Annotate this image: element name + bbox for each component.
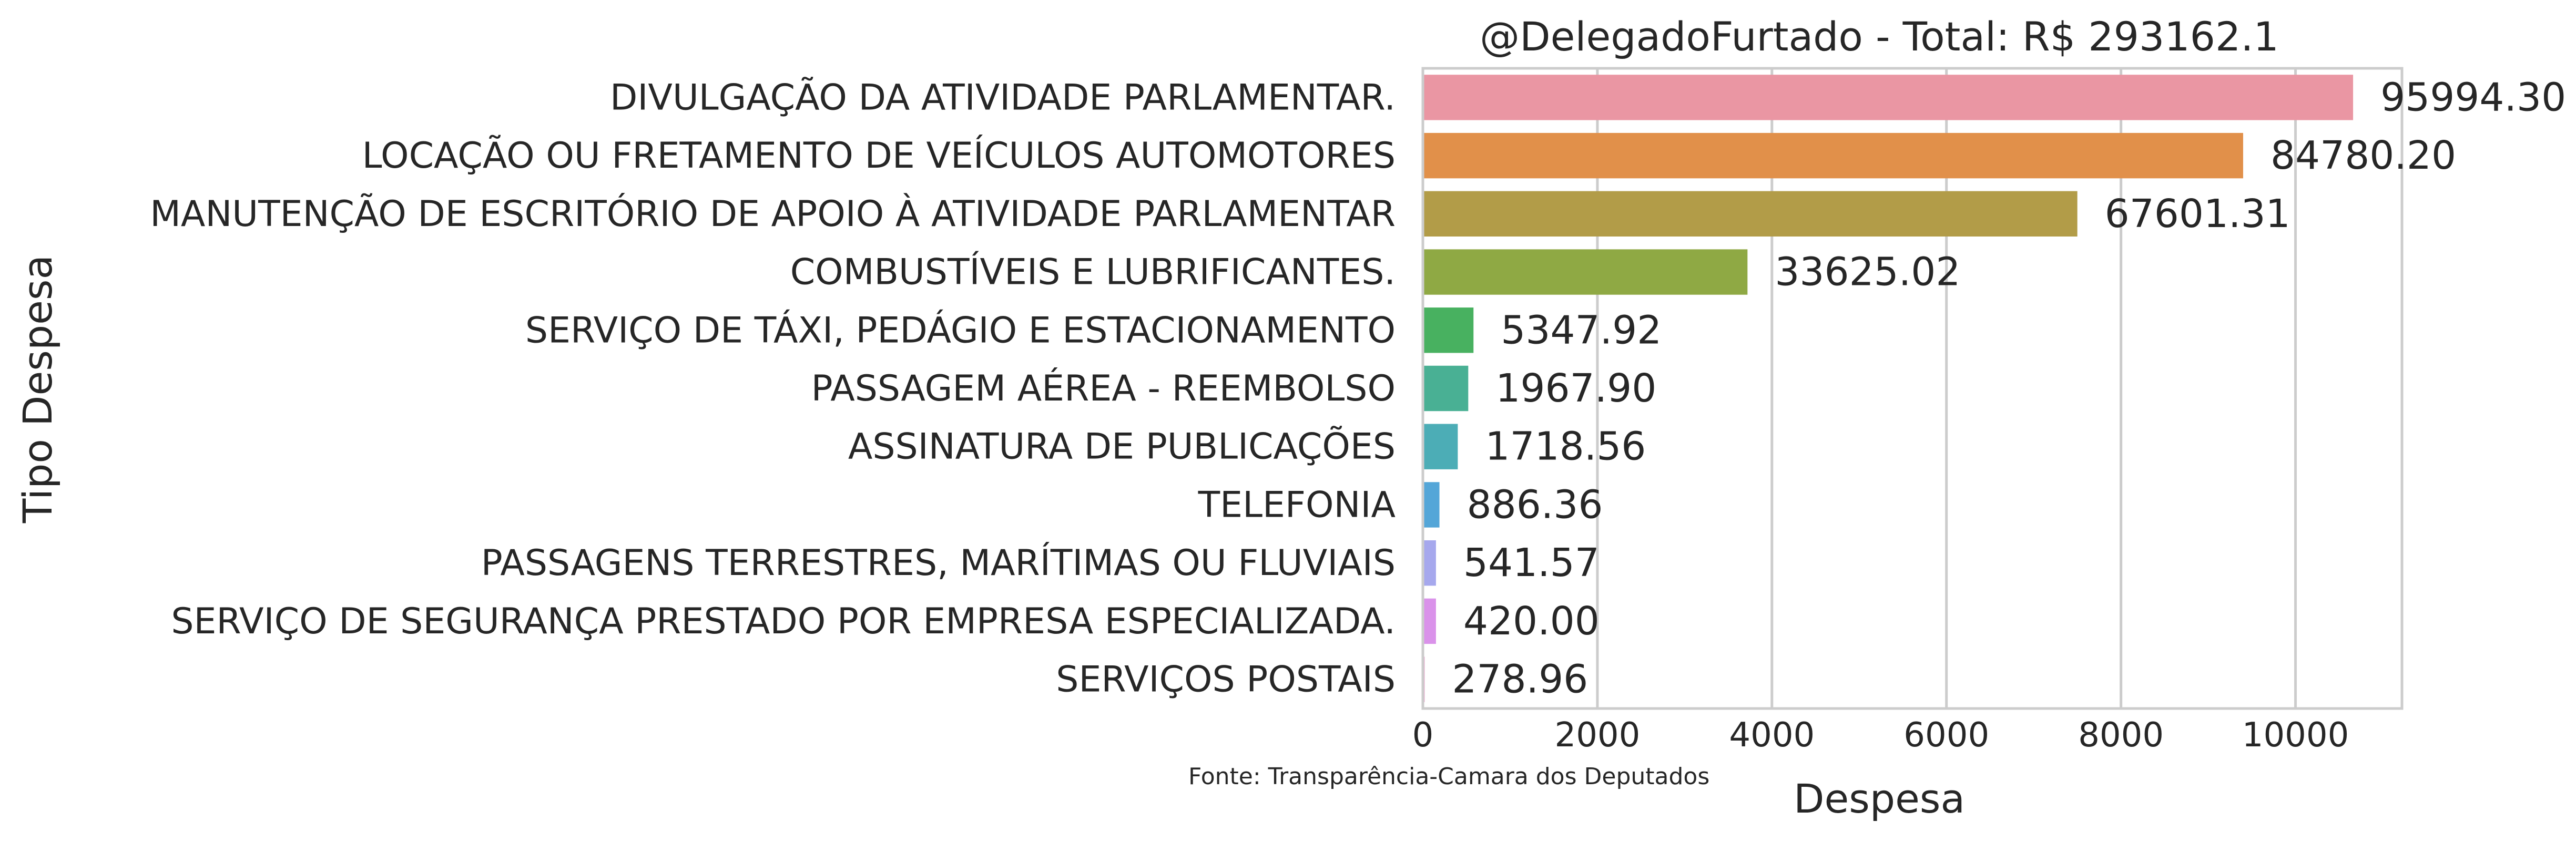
x-tick-label: 6000 — [1903, 716, 1989, 755]
data-label: 95994.30 — [2380, 75, 2566, 120]
data-label: 1718.56 — [1485, 424, 1646, 469]
x-tick-label: 2000 — [1554, 716, 1640, 755]
category-label: ASSINATURA DE PUBLICAÇÕES — [848, 426, 1396, 468]
x-tick-labels: 0 2000 4000 6000 8000 10000 — [1412, 716, 2349, 755]
data-label: 5347.92 — [1501, 307, 1662, 353]
data-label: 886.36 — [1467, 482, 1603, 527]
category-label: SERVIÇO DE TÁXI, PEDÁGIO E ESTACIONAMENT… — [525, 309, 1396, 351]
plot-frame — [1421, 67, 2404, 710]
x-tick-label: 0 — [1412, 716, 1434, 755]
category-label: PASSAGENS TERRESTRES, MARÍTIMAS OU FLUVI… — [481, 542, 1396, 584]
source-note: Fonte: Transparência-Camara dos Deputado… — [1188, 763, 1709, 790]
bar — [1423, 540, 1436, 586]
bars — [1423, 75, 2354, 702]
category-label: COMBUSTÍVEIS E LUBRIFICANTES. — [790, 251, 1396, 293]
x-tick-label: 10000 — [2242, 716, 2349, 755]
y-axis-label: Tipo Despesa — [14, 255, 61, 523]
bar — [1423, 307, 1474, 353]
category-label: LOCAÇÃO OU FRETAMENTO DE VEÍCULOS AUTOMO… — [362, 135, 1396, 177]
x-axis-label: Despesa — [1794, 775, 1965, 822]
data-label: 1967.90 — [1495, 366, 1656, 411]
bar — [1423, 365, 1469, 412]
bar — [1423, 132, 2243, 179]
category-labels: DIVULGAÇÃO DA ATIVIDADE PARLAMENTAR. LOCA… — [150, 76, 1396, 700]
value-labels: 95994.30 84780.20 67601.31 33625.02 5347.92 1… — [1452, 75, 2566, 702]
data-label: 84780.20 — [2270, 133, 2456, 178]
category-label: DIVULGAÇÃO DA ATIVIDADE PARLAMENTAR. — [610, 76, 1396, 118]
category-label: SERVIÇO DE SEGURANÇA PRESTADO POR EMPRES… — [171, 601, 1396, 642]
data-label: 67601.31 — [2105, 191, 2290, 237]
bar — [1423, 598, 1436, 644]
bar — [1423, 482, 1440, 528]
bar — [1423, 191, 2078, 237]
chart-title: @DelegadoFurtado - Total: R$ 293162.1 — [1480, 13, 2279, 60]
bar — [1423, 249, 1748, 295]
category-label: TELEFONIA — [1198, 484, 1396, 526]
bar — [1423, 424, 1458, 469]
category-label: MANUTENÇÃO DE ESCRITÓRIO DE APOIO À ATIV… — [150, 193, 1396, 235]
data-label: 278.96 — [1452, 657, 1588, 702]
data-label: 33625.02 — [1775, 250, 1960, 295]
category-label: SERVIÇOS POSTAIS — [1056, 659, 1396, 701]
x-tick-label: 4000 — [1729, 716, 1815, 755]
category-label: PASSAGEM AÉREA - REEMBOLSO — [811, 367, 1396, 409]
data-label: 541.57 — [1463, 540, 1600, 586]
x-tick-label: 8000 — [2078, 716, 2164, 755]
bar — [1423, 75, 2354, 120]
data-label: 420.00 — [1463, 599, 1600, 644]
